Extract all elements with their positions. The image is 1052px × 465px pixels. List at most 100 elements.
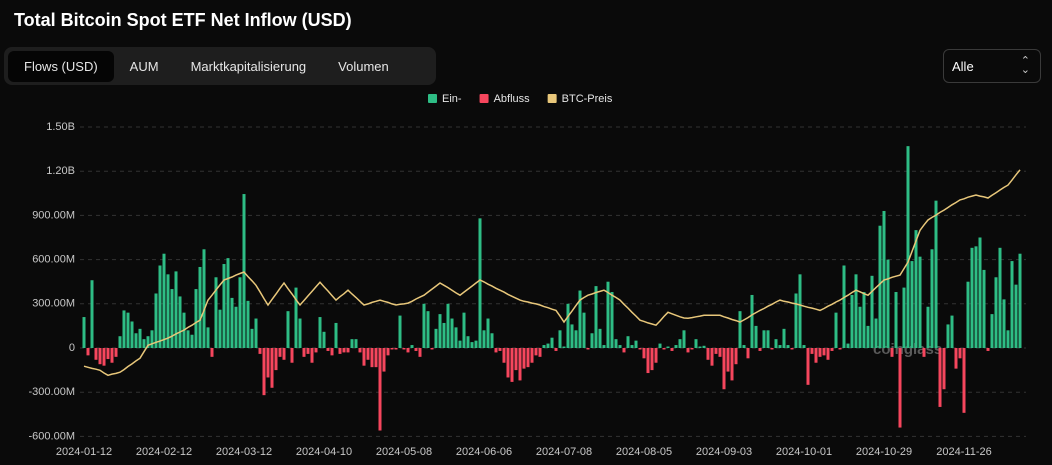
bar [510,348,514,382]
bar [710,348,714,366]
bar [514,348,518,371]
bar [894,292,898,348]
bar [582,312,586,348]
bar [134,333,138,348]
x-tick-label: 2024-04-10 [296,446,352,458]
bar [286,311,290,348]
bar [802,345,806,348]
bar [166,274,170,348]
bar [830,348,834,351]
bar [394,348,398,350]
legend-swatch [428,94,437,103]
bar [898,348,902,428]
legend-label: BTC-Preis [562,93,613,105]
bar [934,200,938,348]
y-tick-label: -300.00M [29,386,75,398]
bar [370,348,374,368]
caret-icon: ⌃ ⌄ [1020,55,1030,76]
bar [634,340,638,348]
bar [106,348,110,360]
bar [246,300,250,348]
bar [206,327,210,348]
bar [330,348,334,356]
bar [234,306,238,348]
bar [810,348,814,354]
tab-bar: Flows (USD) AUM Marktkapitalisierung Vol… [4,47,436,85]
bar [782,328,786,348]
bar [674,345,678,348]
bar [750,294,754,348]
bar [98,348,102,365]
bar [142,339,146,348]
bar [698,346,702,348]
bar [126,312,130,348]
bar [522,348,526,369]
bar [542,345,546,348]
bar [1006,330,1010,348]
bar [598,328,602,348]
bar [678,339,682,348]
price-line [83,169,1021,377]
bar [110,348,114,363]
bar [738,311,742,348]
bar [658,343,662,348]
bar [594,286,598,348]
bar [406,348,410,353]
bar [566,303,570,348]
bar [602,345,606,348]
tab[interactable]: Flows (USD) [8,50,114,82]
bar [982,269,986,348]
bar [854,274,858,348]
bar [686,348,690,353]
range-select[interactable]: Alle ⌃ ⌄ [943,49,1041,83]
bar [450,318,454,348]
bar [650,348,654,371]
y-tick-label: 1.20B [46,165,75,177]
bar [770,348,774,350]
bar [786,345,790,348]
bar [86,348,90,356]
bar [238,277,242,348]
tab[interactable]: Marktkapitalisierung [190,58,307,74]
bar [506,348,510,378]
bar [118,336,122,348]
bar [346,348,350,353]
bar [858,306,862,348]
x-tick-label: 2024-11-26 [936,446,991,458]
bar [146,336,150,348]
bar [222,264,226,348]
bar [366,348,370,360]
bar [358,348,362,353]
bar [226,258,230,348]
bar [94,348,98,360]
x-tick-label: 2024-10-01 [776,446,832,458]
bar [478,218,482,348]
bar [622,348,626,353]
bar [754,325,758,348]
bar [170,289,174,348]
bar [318,317,322,348]
bar [422,303,426,348]
bar [946,324,950,348]
bar [518,348,522,381]
bar [822,348,826,356]
bar [186,330,190,348]
bar [574,330,578,348]
bar [390,348,394,350]
bar [938,348,942,407]
bar [618,345,622,348]
bar [842,265,846,348]
bar [454,327,458,348]
bar [626,336,630,348]
tab[interactable]: AUM [129,58,159,74]
bar [354,339,358,348]
tab[interactable]: Volumen [338,58,389,74]
bar [374,348,378,368]
bar [174,271,178,348]
bar [150,330,154,348]
bar [298,318,302,348]
x-tick-label: 2024-03-12 [216,446,272,458]
bar [926,306,930,348]
x-tick-label: 2024-08-05 [616,446,672,458]
